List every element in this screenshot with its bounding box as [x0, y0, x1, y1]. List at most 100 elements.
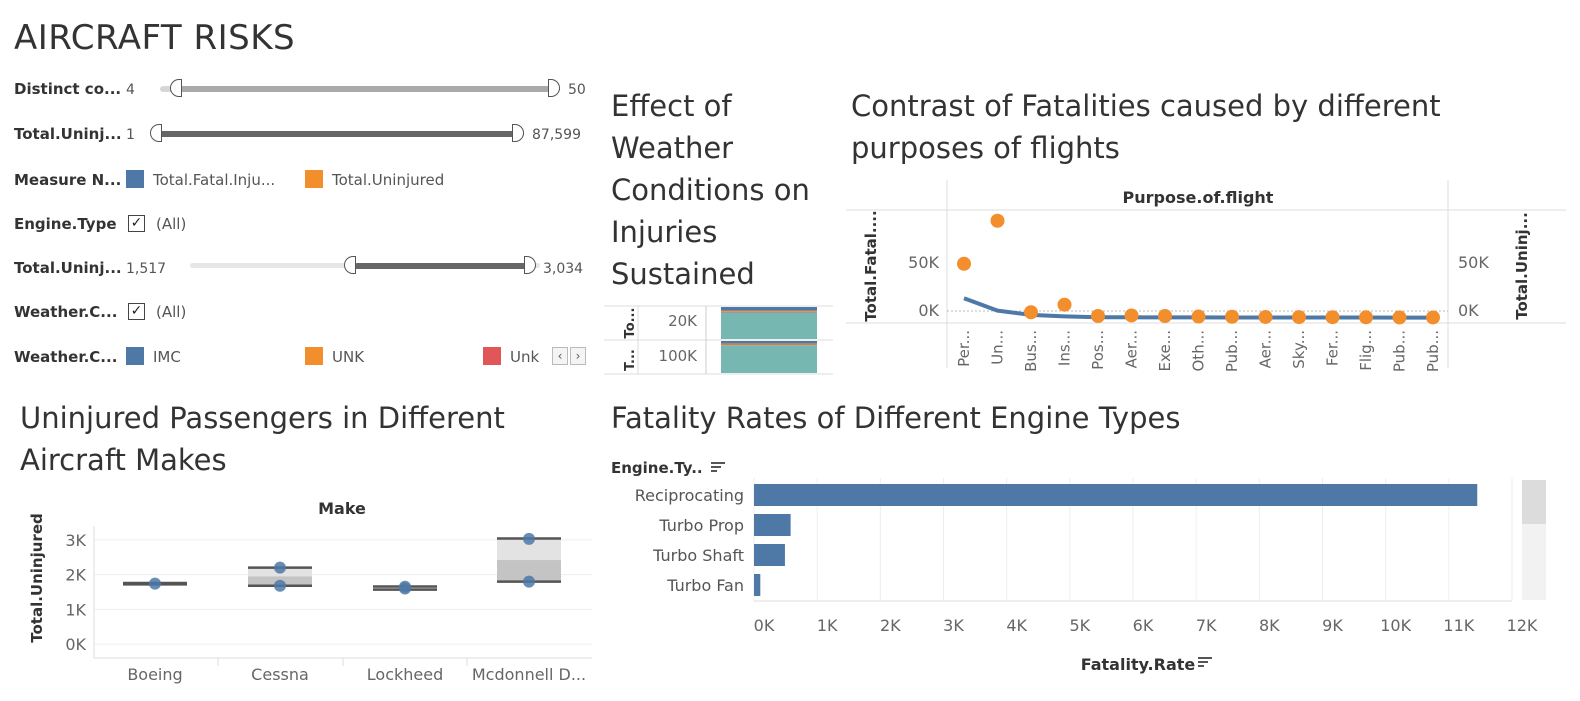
weather-chart: To... T... 20K 100K — [604, 305, 833, 375]
engine-category-label-1: Reciprocating — [635, 486, 744, 505]
total-uninjured-2-slider-high-handle[interactable] — [524, 256, 536, 274]
weather-condition-legend-label: Weather.C... — [14, 348, 118, 366]
makes-point-2-1[interactable] — [274, 579, 286, 592]
total-uninjured-min: 1 — [126, 127, 135, 143]
purpose-category-label-12: Fer... — [1324, 330, 1342, 366]
engine-type-all-checkbox[interactable]: ✓ — [128, 215, 145, 232]
total-uninjured-filter-2-label: Total.Uninj... — [14, 259, 122, 277]
uninjured-point-7[interactable] — [1158, 309, 1172, 324]
engine-bar-2[interactable] — [754, 514, 791, 536]
engine-category-label-3: Turbo Shaft — [652, 546, 744, 565]
makes-title-line-1: Uninjured Passengers in Different — [20, 401, 505, 435]
total-uninjured-slider[interactable] — [148, 124, 528, 142]
total-uninjured-slider-high-handle[interactable] — [512, 124, 524, 142]
uninjured-point-3[interactable] — [1024, 305, 1038, 320]
uninjured-point-2[interactable] — [990, 213, 1005, 228]
makes-box-lower-4[interactable] — [497, 560, 561, 582]
weather-bar-2-seg-1[interactable] — [721, 341, 817, 344]
engine-chart: 0K 1K 2K 3K 4K 5K 6K 7K 8K 9K 10K 11K 12K Reciprocat… — [635, 478, 1546, 674]
purpose-right-tick-50k: 50K — [1458, 253, 1489, 272]
purpose-category-label-1: Per... — [955, 330, 973, 367]
engine-xlabel: Fatality.Rate — [1081, 655, 1196, 674]
weather-bar-2-seg-3[interactable] — [721, 344, 817, 346]
engine-tick-4: 3K — [943, 616, 964, 635]
engine-bar-1[interactable] — [754, 484, 1478, 506]
distinct-count-filter-label: Distinct co... — [14, 80, 122, 98]
purpose-category-label-10: Aer... — [1257, 330, 1275, 368]
weather-bar-1-seg-2[interactable] — [721, 310, 817, 312]
purpose-category-label-11: Sky... — [1290, 330, 1308, 369]
sort-icon[interactable] — [710, 460, 726, 478]
makes-point-4-1[interactable] — [523, 575, 535, 588]
makes-point-3-2[interactable] — [399, 580, 411, 593]
total-uninjured-filter-label: Total.Uninj... — [14, 125, 122, 143]
xlabel-sort-icon[interactable] — [1198, 657, 1212, 667]
legend-item-unk-lower[interactable]: Unk — [510, 348, 540, 366]
legend-item-uninjured[interactable]: Total.Uninjured — [332, 171, 445, 189]
weather-title-line-3: Conditions on — [611, 173, 810, 207]
makes-tick-2: 2K — [65, 566, 86, 585]
makes-box-upper-4[interactable] — [497, 538, 561, 561]
legend-swatch-fatal[interactable] — [126, 170, 144, 188]
legend-item-unk[interactable]: UNK — [332, 348, 365, 366]
engine-tick-8: 7K — [1196, 616, 1217, 635]
uninjured-point-11[interactable] — [1292, 310, 1306, 325]
uninjured-point-13[interactable] — [1359, 310, 1373, 325]
makes-tick-3: 1K — [65, 600, 86, 619]
uninjured-point-1[interactable] — [957, 256, 971, 271]
uninjured-point-10[interactable] — [1258, 309, 1273, 324]
legend-swatch-unk-lower[interactable] — [483, 347, 501, 365]
weather-bar-1-seg-4[interactable] — [721, 312, 817, 339]
engine-bar-4[interactable] — [754, 574, 761, 596]
weather-tick-1: 20K — [668, 312, 698, 330]
purpose-title-line-1: Contrast of Fatalities caused by differe… — [851, 89, 1441, 123]
weather-title-line-5: Sustained — [611, 257, 755, 291]
uninjured-point-6[interactable] — [1124, 308, 1139, 323]
makes-point-4-2[interactable] — [523, 532, 535, 545]
uninjured-point-12[interactable] — [1325, 310, 1340, 325]
engine-scrollbar-thumb[interactable] — [1522, 480, 1546, 524]
legend-prev-button[interactable]: ‹ — [552, 347, 568, 365]
engine-row-header: Engine.Ty.. — [611, 459, 726, 478]
purpose-left-axis-label: Total.Fatal.... — [862, 210, 880, 321]
legend-swatch-unk[interactable] — [305, 347, 323, 365]
total-uninjured-2-min: 1,517 — [126, 261, 167, 277]
weather-title-line-4: Injuries — [611, 215, 718, 249]
total-uninjured-max: 87,599 — [532, 127, 581, 143]
engine-chart-title: Fatality Rates of Different Engine Types — [611, 401, 1181, 435]
legend-item-imc[interactable]: IMC — [153, 348, 181, 366]
engine-tick-9: 8K — [1259, 616, 1280, 635]
purpose-category-label-7: Exe... — [1156, 330, 1174, 371]
weather-bar-1-seg-1[interactable] — [721, 307, 817, 311]
legend-swatch-uninjured[interactable] — [305, 170, 323, 188]
uninjured-point-14[interactable] — [1392, 310, 1407, 325]
legend-swatch-imc[interactable] — [126, 347, 144, 365]
engine-bar-3[interactable] — [754, 544, 785, 566]
uninjured-point-8[interactable] — [1191, 309, 1206, 324]
weather-bar-1-seg-3[interactable] — [721, 311, 817, 313]
uninjured-point-9[interactable] — [1225, 309, 1239, 324]
uninjured-point-4[interactable] — [1057, 297, 1072, 312]
distinct-count-slider-high-handle[interactable] — [548, 79, 560, 97]
makes-chart: Make Total.Uninjured 3K 2K 1K 0K Boeing Cess… — [28, 499, 592, 684]
legend-next-button[interactable]: › — [570, 347, 586, 365]
weather-all-checkbox[interactable]: ✓ — [128, 303, 145, 320]
engine-row-header-label: Engine.Ty.. — [611, 459, 703, 477]
makes-tick-4: 0K — [65, 635, 86, 654]
legend-item-fatal[interactable]: Total.Fatal.Inju... — [153, 171, 276, 189]
weather-bar-2-seg-4[interactable] — [721, 345, 817, 373]
distinct-count-slider-low-handle[interactable] — [170, 79, 182, 97]
weather-bar-2-seg-2[interactable] — [721, 343, 817, 345]
weather-all-label[interactable]: (All) — [156, 303, 187, 321]
purpose-category-label-4: Ins... — [1056, 330, 1074, 366]
makes-point-2-2[interactable] — [274, 561, 286, 574]
engine-type-all-label[interactable]: (All) — [156, 215, 187, 233]
makes-point-1-1[interactable] — [149, 577, 161, 590]
total-uninjured-2-slider[interactable] — [190, 256, 540, 274]
distinct-count-slider[interactable] — [160, 79, 560, 97]
uninjured-point-5[interactable] — [1091, 309, 1105, 324]
total-uninjured-slider-low-handle[interactable] — [150, 124, 162, 142]
purpose-category-label-13: Flig... — [1357, 330, 1375, 371]
uninjured-point-15[interactable] — [1426, 310, 1440, 325]
total-uninjured-2-slider-low-handle[interactable] — [344, 256, 356, 274]
